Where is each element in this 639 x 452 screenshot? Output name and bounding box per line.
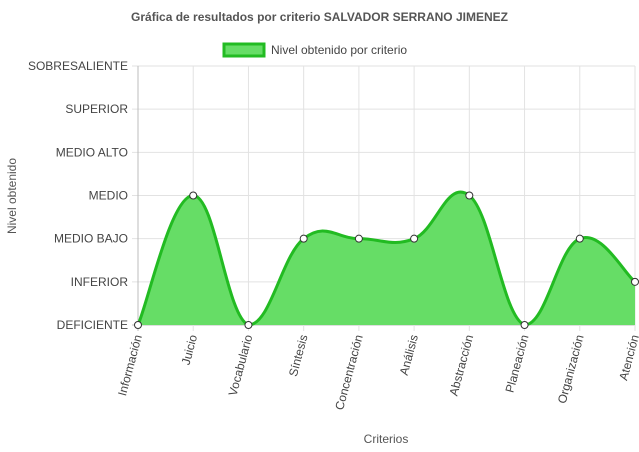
y-tick-label: SUPERIOR <box>65 102 128 116</box>
y-tick-label: MEDIO ALTO <box>56 145 128 159</box>
data-point[interactable] <box>631 277 639 286</box>
series-layer <box>136 190 637 327</box>
x-tick-label: Vocabulario <box>226 333 256 398</box>
x-tick-label: Abstracción <box>446 333 476 397</box>
data-point[interactable] <box>354 234 363 243</box>
legend-label: Nivel obtenido por criterio <box>271 43 407 57</box>
y-tick-label: INFERIOR <box>71 275 129 289</box>
y-axis-ticks: DEFICIENTE INFERIOR MEDIO BAJO MEDIO MEDIO A… <box>28 59 128 332</box>
data-point[interactable] <box>520 321 529 329</box>
legend[interactable]: Nivel obtenido por criterio <box>222 42 407 58</box>
data-point[interactable] <box>134 321 142 329</box>
y-tick-label: DEFICIENTE <box>57 318 128 332</box>
series-area <box>138 192 635 325</box>
x-axis-ticks: Información Juicio Vocabulario Síntesis Conc… <box>115 333 639 412</box>
y-tick-label: SOBRESALIENTE <box>28 59 128 73</box>
x-tick-label: Síntesis <box>286 333 311 378</box>
x-axis-title: Criterios <box>364 432 409 446</box>
series-line <box>136 190 637 327</box>
legend-swatch <box>222 42 266 58</box>
data-point[interactable] <box>465 191 474 200</box>
data-point[interactable] <box>575 234 584 243</box>
x-tick-label: Análisis <box>397 333 421 377</box>
x-tick-label: Juicio <box>179 333 201 367</box>
point-layer <box>134 191 639 329</box>
y-tick-label: MEDIO <box>89 189 128 203</box>
data-point[interactable] <box>189 191 198 200</box>
x-tick-label: Atención <box>616 333 639 382</box>
data-point[interactable] <box>410 234 419 243</box>
y-tick-label: MEDIO BAJO <box>54 232 128 246</box>
y-axis-title: Nivel obtenido <box>5 158 19 234</box>
x-tick-label: Concentración <box>332 333 366 411</box>
x-tick-label: Información <box>115 333 145 397</box>
x-tick-label: Organización <box>555 333 587 405</box>
data-point[interactable] <box>244 321 253 329</box>
chart-title: Gráfica de resultados por criterio SALVA… <box>131 10 508 24</box>
x-tick-label: Planeación <box>503 333 532 394</box>
data-point[interactable] <box>299 234 308 243</box>
